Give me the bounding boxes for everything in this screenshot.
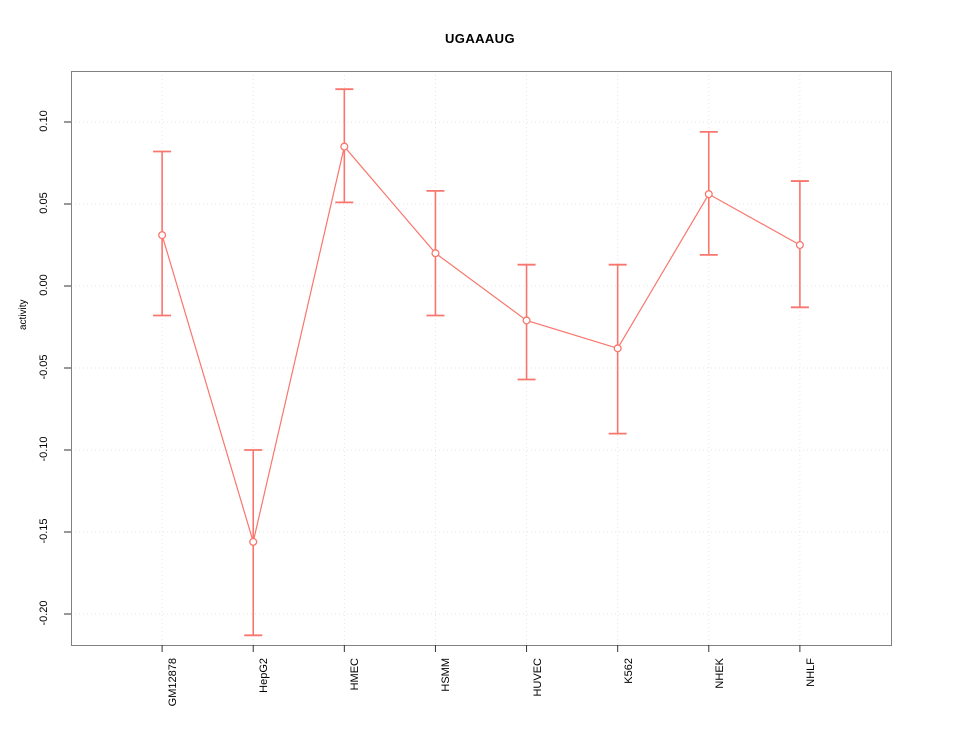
x-tick-label: HUVEC (531, 658, 544, 697)
grid-layer (71, 71, 891, 645)
chart-root: UGAAAUG activity 0.10 0.05 0.00 -0.05 -0.10-… (18, 31, 892, 706)
plot-area (64, 71, 892, 652)
y-tick-label: -0.15 (38, 518, 50, 544)
data-point-marker[interactable] (795, 240, 804, 250)
data-point-marker[interactable] (431, 249, 440, 258)
x-tick-label: HMEC (349, 658, 362, 691)
y-tick-label: 0.05 (38, 192, 50, 214)
x-tick-label: K562 (622, 658, 635, 684)
y-tick-label: 0.10 (38, 110, 50, 132)
y-tick-label: -0.10 (38, 436, 50, 462)
x-tick-label: HSMM (440, 658, 453, 692)
axis-ticks-layer (64, 121, 801, 652)
y-tick-label: -0.05 (38, 354, 50, 380)
x-tick-label: GM12878 (167, 658, 180, 707)
series-line (161, 145, 801, 545)
plot-box (71, 71, 892, 646)
data-point-marker[interactable] (522, 316, 531, 325)
data-point-marker[interactable] (704, 190, 713, 199)
data-point-marker[interactable] (613, 344, 622, 353)
plot-box-layer (71, 71, 892, 646)
y-tick-label: -0.20 (38, 600, 50, 626)
data-series-layer (153, 88, 809, 637)
x-tick-label: NHLF (804, 658, 817, 687)
chart-title: UGAAAUG (445, 31, 515, 46)
data-point-marker[interactable] (249, 537, 258, 546)
x-tick-label: NHEK (713, 658, 726, 689)
data-point-marker[interactable] (340, 142, 349, 151)
x-tick-label: HepG2 (258, 658, 271, 693)
y-tick-label: 0.00 (38, 274, 50, 296)
data-point-marker[interactable] (158, 231, 167, 240)
